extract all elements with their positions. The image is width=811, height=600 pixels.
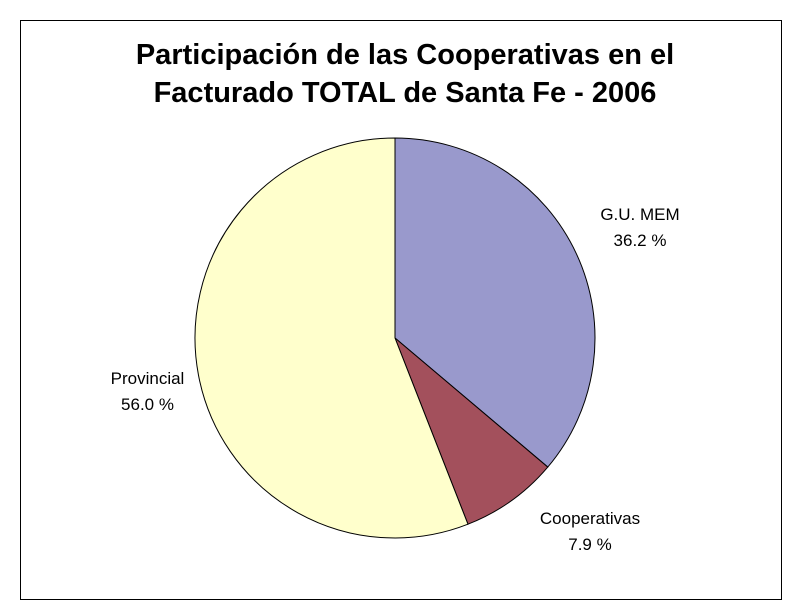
value-label: 56.0 % <box>121 395 174 414</box>
pie-slice <box>194 137 469 539</box>
slice-label: Cooperativas 7.9 % <box>520 506 660 558</box>
slice-label: Provincial 56.0 % <box>90 366 205 424</box>
chart-title: Participación de las Cooperativas en el … <box>135 39 675 109</box>
page: Participación de las Cooperativas en el … <box>20 20 782 600</box>
slice-label: G.U. MEM 36.2 % <box>585 202 695 254</box>
chart <box>194 137 596 539</box>
pie-slice <box>394 137 596 468</box>
category-label: Cooperativas <box>539 509 641 528</box>
category-label: Provincial <box>110 369 185 388</box>
value-label: 36.2 % <box>613 231 667 250</box>
pie-slice <box>394 337 549 525</box>
value-label: 7.9 % <box>568 535 612 554</box>
category-label: G.U. MEM <box>600 205 680 224</box>
